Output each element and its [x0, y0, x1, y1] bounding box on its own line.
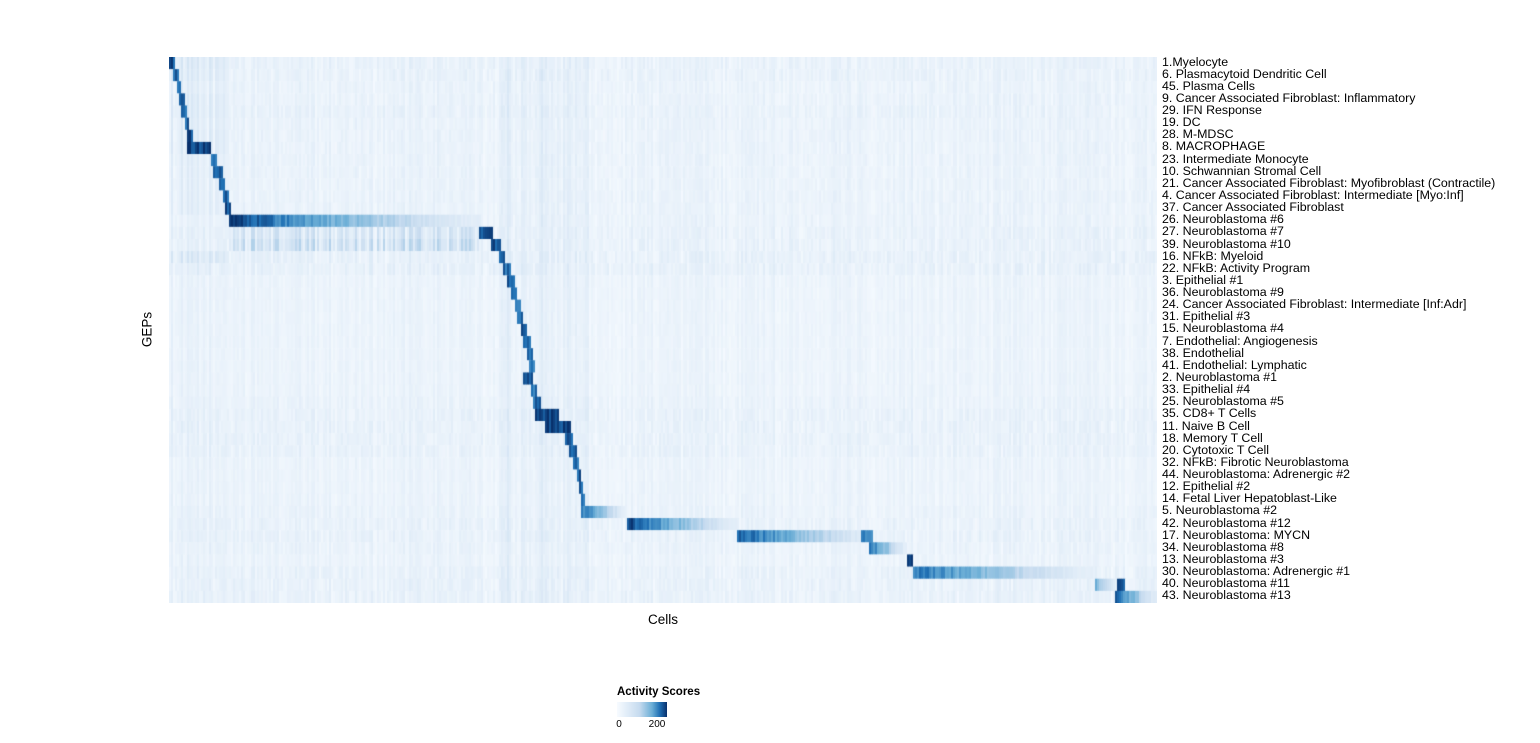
row-label: 38. Endothelial	[1162, 345, 1244, 360]
legend-title: Activity Scores	[617, 686, 701, 698]
row-label: 16. NFkB: Myeloid	[1162, 248, 1264, 263]
row-label: 11. Naive B Cell	[1162, 418, 1250, 433]
row-label: 36. Neuroblastoma #9	[1162, 285, 1284, 300]
row-label: 45. Plasma Cells	[1162, 78, 1255, 93]
row-label: 10. Schwannian Stromal Cell	[1162, 163, 1322, 178]
row-label: 28. M-MDSC	[1162, 127, 1234, 142]
row-label: 5. Neuroblastoma #2	[1162, 503, 1278, 518]
row-label: 12. Epithelial #2	[1162, 479, 1251, 494]
row-label: 9. Cancer Associated Fibroblast: Inflamm…	[1162, 90, 1416, 105]
row-label: 29. IFN Response	[1162, 103, 1262, 118]
row-label: 26. Neuroblastoma #6	[1162, 212, 1284, 227]
row-label: 23. Intermediate Monocyte	[1162, 151, 1309, 166]
row-label: 18. Memory T Cell	[1162, 430, 1263, 445]
row-label: 2. Neuroblastoma #1	[1162, 369, 1278, 384]
row-label: 1.Myelocyte	[1162, 57, 1229, 69]
row-label: 25. Neuroblastoma #5	[1162, 394, 1284, 409]
row-label: 34. Neuroblastoma #8	[1162, 539, 1284, 554]
row-label: 44. Neuroblastoma: Adrenergic #2	[1162, 467, 1351, 482]
row-label: 17. Neuroblastoma: MYCN	[1162, 527, 1311, 542]
row-label: 33. Epithelial #4	[1162, 382, 1251, 397]
row-label: 21. Cancer Associated Fibroblast: Myofib…	[1162, 175, 1496, 190]
legend-tick-0: 0	[616, 719, 622, 730]
row-label: 39. Neuroblastoma #10	[1162, 236, 1291, 251]
row-label: 19. DC	[1162, 115, 1201, 130]
row-label: 22. NFkB: Activity Program	[1162, 260, 1311, 275]
row-label: 4. Cancer Associated Fibroblast: Interme…	[1162, 187, 1464, 202]
row-label: 41. Endothelial: Lymphatic	[1162, 357, 1307, 372]
row-label: 7. Endothelial: Angiogenesis	[1162, 333, 1318, 348]
y-axis-label: GEPs	[139, 311, 155, 348]
row-label: 31. Epithelial #3	[1162, 309, 1251, 324]
legend-tick-200: 200	[648, 719, 666, 730]
row-label: 8. MACROPHAGE	[1162, 139, 1266, 154]
legend: Activity Scores 0 200	[616, 686, 757, 731]
legend-ticks: 0 200	[616, 719, 757, 731]
row-label: 37. Cancer Associated Fibroblast	[1162, 200, 1344, 215]
row-label: 40. Neuroblastoma #11	[1162, 576, 1290, 591]
row-label: 32. NFkB: Fibrotic Neuroblastoma	[1162, 454, 1349, 469]
row-label: 42. Neuroblastoma #12	[1162, 515, 1291, 530]
legend-colorbar	[617, 702, 667, 717]
row-label: 27. Neuroblastoma #7	[1162, 224, 1284, 239]
row-label: 30. Neuroblastoma: Adrenergic #1	[1162, 564, 1351, 579]
row-labels: 1.Myelocyte 6. Plasmacytoid Dendritic Cel…	[1162, 57, 1540, 603]
row-label: 43. Neuroblastoma #13	[1162, 588, 1291, 603]
row-label: 14. Fetal Liver Hepatoblast-Like	[1162, 491, 1337, 506]
row-label: 13. Neuroblastoma #3	[1162, 551, 1284, 566]
x-axis-label: Cells	[647, 612, 678, 627]
row-label: 6. Plasmacytoid Dendritic Cell	[1162, 66, 1327, 81]
row-label: 24. Cancer Associated Fibroblast: Interm…	[1162, 297, 1467, 312]
row-label: 15. Neuroblastoma #4	[1162, 321, 1284, 336]
heatmap-canvas	[169, 57, 1157, 603]
row-label: 3. Epithelial #1	[1162, 272, 1244, 287]
row-label: 20. Cytotoxic T Cell	[1162, 442, 1269, 457]
row-label: 35. CD8+ T Cells	[1162, 406, 1257, 421]
